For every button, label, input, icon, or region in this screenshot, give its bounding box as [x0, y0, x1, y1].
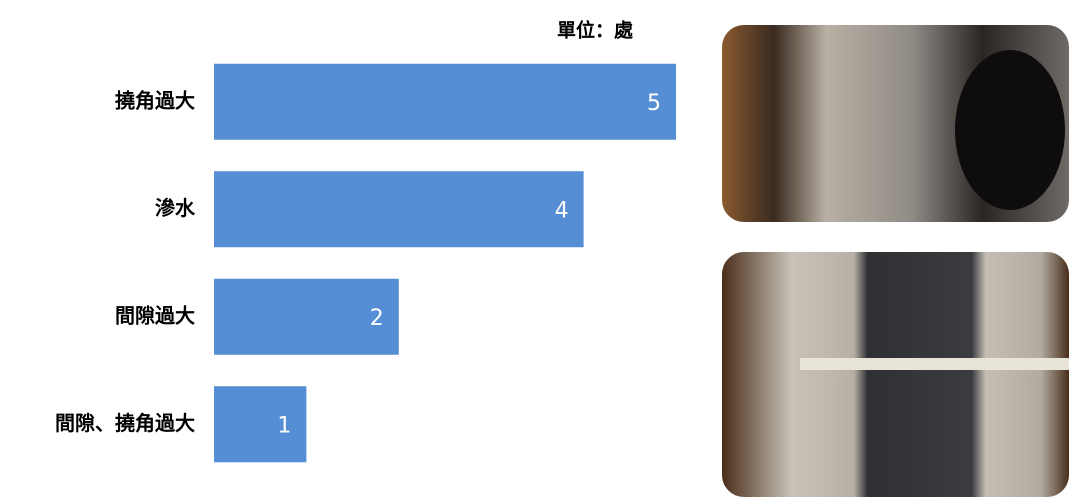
photo-detail [955, 50, 1065, 210]
value-label: 4 [555, 198, 569, 223]
value-label: 1 [277, 413, 291, 438]
category-label: 間隙、撓角過大 [55, 411, 195, 435]
category-label: 撓角過大 [115, 88, 195, 112]
value-label: 2 [370, 306, 384, 331]
category-label: 間隙過大 [115, 303, 195, 327]
unit-label: 單位：處 [557, 19, 634, 42]
bar [214, 278, 399, 355]
value-label: 5 [647, 91, 661, 116]
bar [214, 386, 307, 463]
bar [214, 171, 584, 248]
bar [214, 63, 676, 140]
photo-detail [800, 358, 1069, 370]
photo [722, 252, 1069, 497]
category-label: 滲水 [155, 196, 196, 220]
